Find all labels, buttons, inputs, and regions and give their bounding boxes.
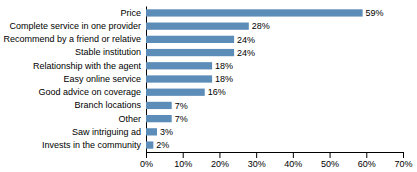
data-label: 16% (208, 87, 226, 97)
data-label: 24% (237, 48, 255, 58)
bar (146, 49, 234, 56)
x-tick-mark (366, 152, 367, 158)
bar (146, 89, 205, 96)
y-tick-label: Complete service in one provider (9, 21, 141, 31)
y-tick-label: Other (118, 114, 141, 124)
data-label: 28% (252, 21, 270, 31)
y-tick: Stable institution (75, 47, 141, 57)
y-tick: Complete service in one provider (9, 21, 141, 31)
data-label: 18% (215, 74, 233, 84)
y-tick-label: Saw intriguing ad (72, 127, 141, 137)
x-tick-mark (219, 152, 220, 158)
y-tick-label: Relationship with the agent (33, 61, 142, 71)
y-tick: Other (118, 114, 141, 124)
bar (146, 141, 153, 148)
data-label: 7% (175, 101, 188, 111)
data-label: 3% (160, 127, 173, 137)
x-tick-label: 0% (140, 159, 153, 169)
x-tick: 50% (321, 152, 339, 169)
x-tick: 10% (174, 152, 192, 169)
y-tick-label: Price (120, 8, 141, 18)
y-tick: Relationship with the agent (33, 61, 142, 71)
y-tick: Recommend by a friend or relative (3, 34, 141, 44)
x-tick-label: 20% (211, 159, 229, 169)
bar (146, 128, 157, 135)
x-tick-label: 40% (284, 159, 302, 169)
x-tick: 0% (140, 152, 153, 169)
plot: 0% 10% 20% 30% 40% 50% 60% 70% Invests in the co… (3, 7, 412, 170)
x-tick: 70% (394, 152, 412, 169)
y-tick: Price (120, 8, 141, 18)
bar (146, 9, 363, 16)
bar (146, 115, 172, 122)
x-tick-mark (330, 152, 331, 158)
y-tick: Saw intriguing ad (72, 127, 141, 137)
x-tick: 20% (211, 152, 229, 169)
data-label: 2% (156, 140, 169, 150)
x-tick-label: 10% (174, 159, 192, 169)
y-tick: Good advice on coverage (38, 87, 141, 97)
data-label: 18% (215, 61, 233, 71)
x-tick: 40% (284, 152, 302, 169)
bars (146, 9, 363, 148)
y-tick: Easy online service (63, 74, 141, 84)
bar (146, 36, 234, 43)
bar (146, 23, 249, 30)
x-tick-mark (146, 152, 147, 158)
y-tick: Invests in the community (42, 140, 142, 150)
x-tick: 30% (248, 152, 266, 169)
bar (146, 62, 212, 69)
data-labels: 2%3%7%7%16%18%18%24%24%28%59% (156, 8, 383, 150)
x-axis-line (147, 153, 404, 159)
x-tick-label: 70% (394, 159, 412, 169)
y-tick-label: Branch locations (74, 100, 141, 110)
x-axis: 0% 10% 20% 30% 40% 50% 60% 70% (140, 152, 413, 169)
y-tick-label: Easy online service (63, 74, 141, 84)
bar (146, 75, 212, 82)
bar (146, 102, 172, 109)
data-label: 59% (366, 8, 384, 18)
chart: 0% 10% 20% 30% 40% 50% 60% 70% Invests in the co… (0, 0, 417, 172)
x-tick-mark (403, 152, 404, 158)
x-tick-mark (183, 152, 184, 158)
data-label: 24% (237, 35, 255, 45)
x-tick-label: 60% (358, 159, 376, 169)
y-tick: Branch locations (74, 100, 141, 110)
x-tick-mark (293, 152, 294, 158)
y-tick-label: Good advice on coverage (38, 87, 141, 97)
x-tick-mark (256, 152, 257, 158)
x-tick-label: 30% (248, 159, 266, 169)
data-label: 7% (175, 114, 188, 124)
y-tick-label: Stable institution (75, 47, 141, 57)
x-tick-label: 50% (321, 159, 339, 169)
y-tick-label: Recommend by a friend or relative (3, 34, 141, 44)
y-tick-label: Invests in the community (42, 140, 142, 150)
y-axis: Invests in the community Saw intriguing a… (3, 7, 146, 153)
x-tick: 60% (358, 152, 376, 169)
